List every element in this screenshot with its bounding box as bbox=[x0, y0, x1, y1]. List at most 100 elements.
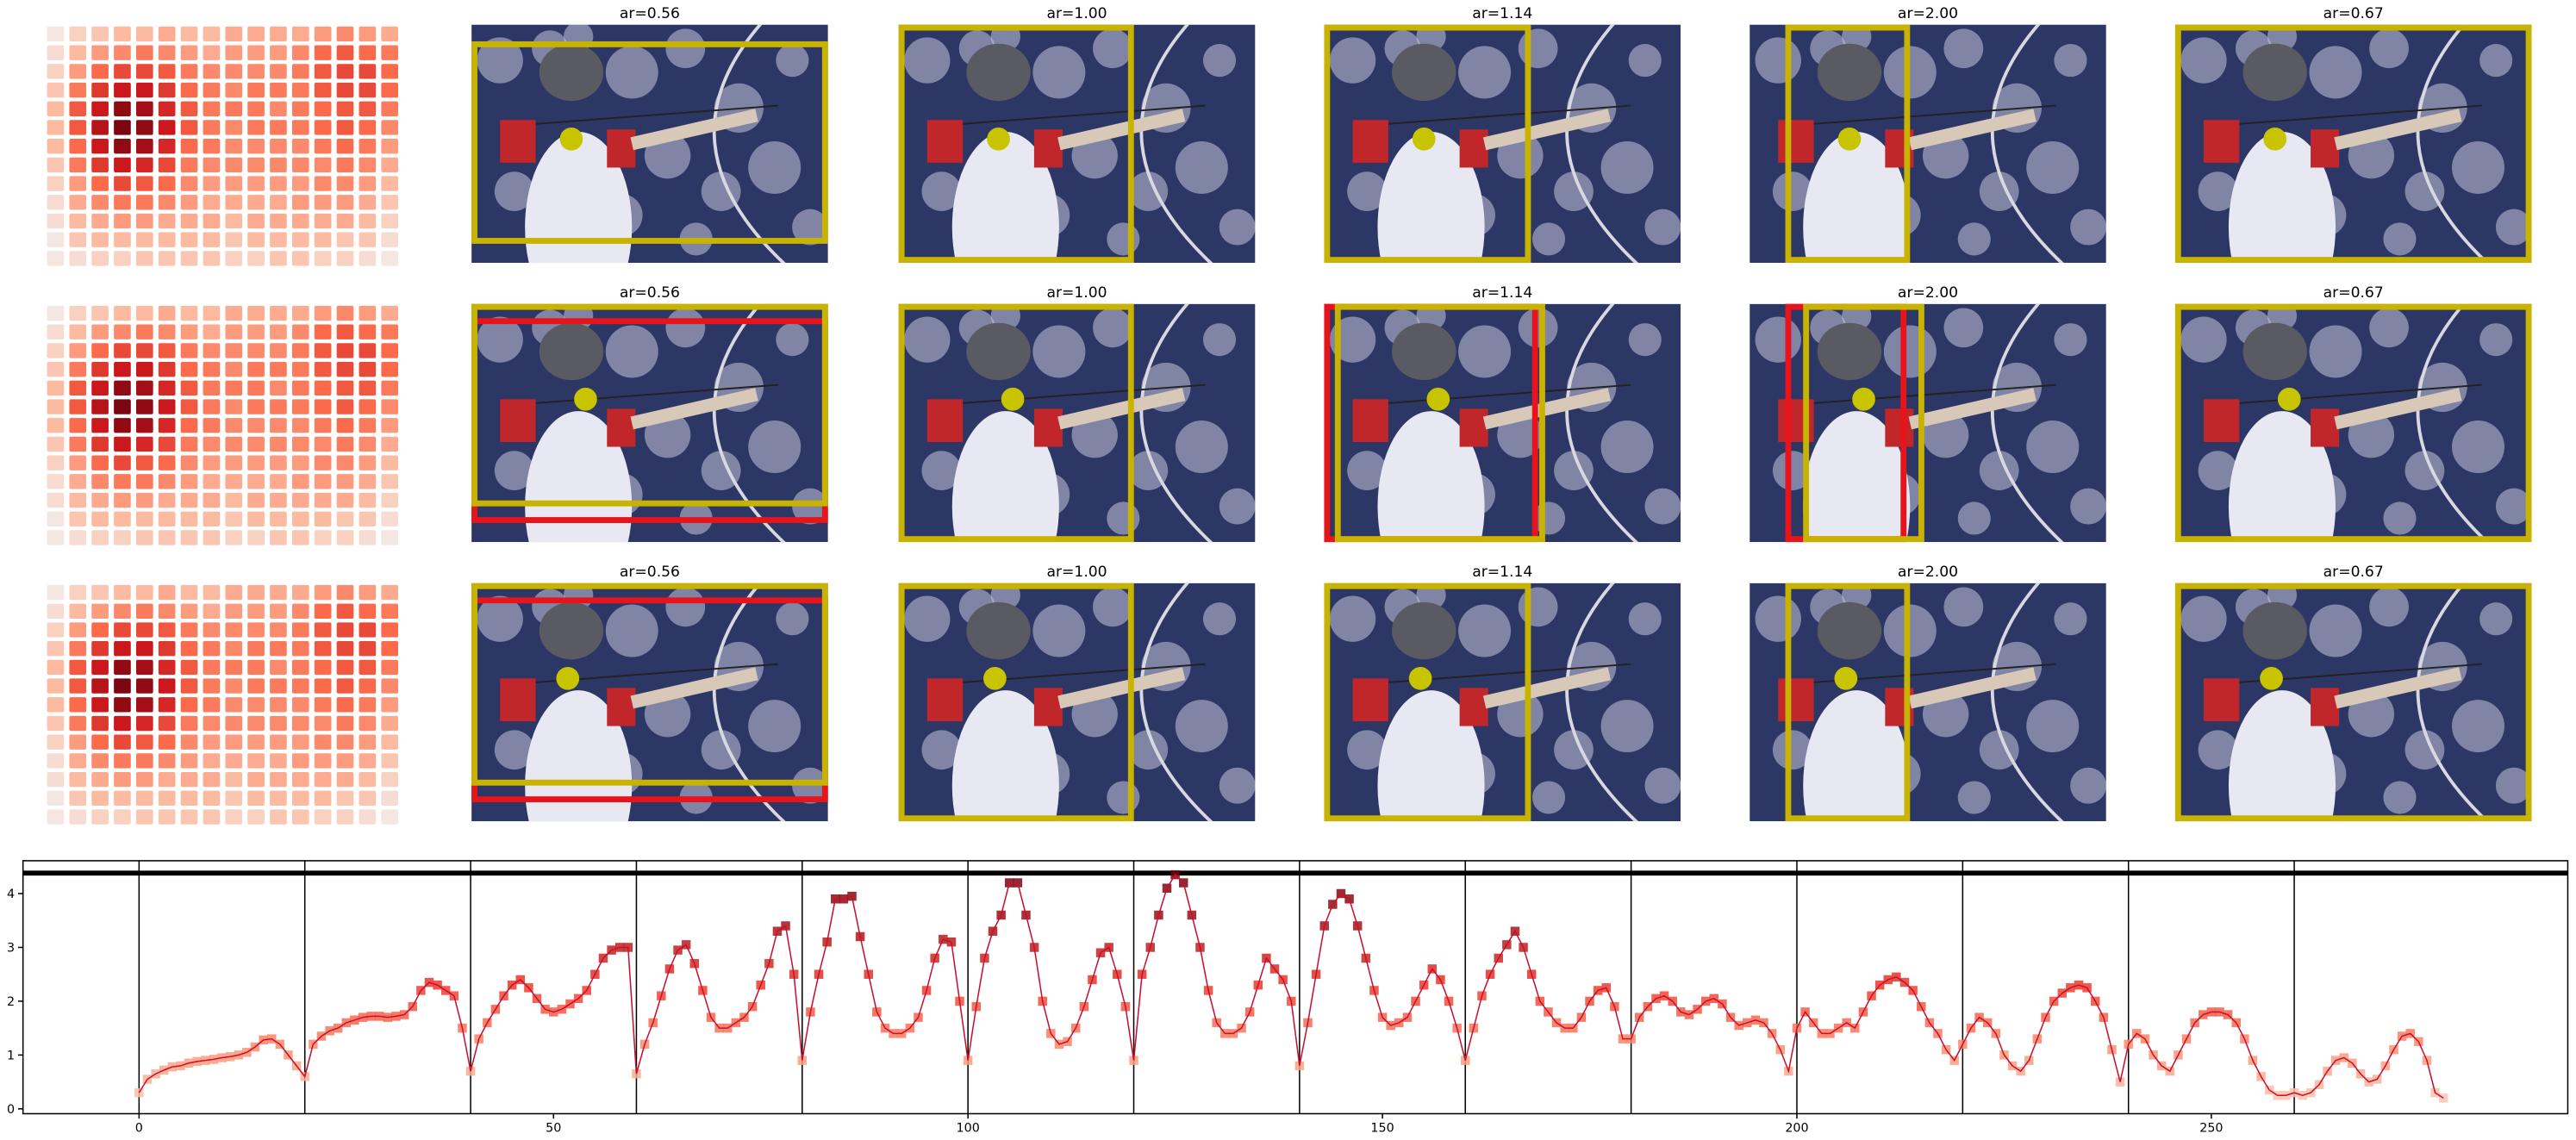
torso bbox=[2228, 132, 2336, 264]
bokeh bbox=[1600, 420, 1654, 474]
heatmap-cell bbox=[135, 790, 153, 807]
heatmap-cell bbox=[180, 734, 198, 750]
heatmap-cell bbox=[135, 436, 153, 452]
heatmap-cell bbox=[291, 251, 309, 266]
torso bbox=[1803, 132, 1911, 264]
arrow bbox=[1803, 383, 2056, 405]
bokeh bbox=[665, 308, 706, 348]
helmet bbox=[539, 43, 604, 102]
arm bbox=[1459, 688, 1488, 726]
heatmap-cell bbox=[336, 361, 354, 377]
heatmap-cell bbox=[47, 418, 65, 433]
heatmap-cell bbox=[225, 455, 243, 470]
heatmap-cell bbox=[114, 139, 131, 154]
heatmap-cell bbox=[270, 213, 287, 229]
heatmap-cell bbox=[247, 232, 265, 247]
heatmap-cell bbox=[359, 418, 377, 433]
heatmap-cell bbox=[69, 734, 87, 750]
heatmap-cell bbox=[69, 809, 87, 825]
arm bbox=[500, 678, 536, 722]
heatmap-cell bbox=[135, 324, 153, 340]
focus-point bbox=[2260, 666, 2283, 690]
bokeh bbox=[1032, 325, 1086, 378]
focus-point bbox=[1834, 666, 1858, 690]
bokeh bbox=[1175, 420, 1228, 474]
arm bbox=[1885, 408, 1914, 447]
heatmap-cell bbox=[270, 380, 287, 396]
arm-ext bbox=[1057, 667, 1186, 709]
bokeh bbox=[1347, 730, 1387, 770]
heatmap-cell bbox=[336, 45, 354, 60]
heatmap-cell bbox=[203, 213, 221, 229]
heatmap-cell bbox=[180, 436, 198, 452]
x-tick-label: 250 bbox=[2199, 1121, 2223, 1135]
bokeh bbox=[1943, 308, 1984, 348]
bokeh bbox=[1979, 171, 2019, 211]
bokeh bbox=[1458, 46, 1512, 99]
bokeh bbox=[1644, 488, 1681, 525]
heatmap-cell bbox=[158, 678, 176, 694]
bokeh bbox=[1093, 308, 1132, 348]
heatmap-cell bbox=[270, 232, 287, 247]
heatmap-cell bbox=[247, 399, 265, 414]
heatmap-cell bbox=[114, 678, 131, 694]
heatmap-cell bbox=[270, 436, 287, 452]
y-tick-label: 2 bbox=[7, 995, 15, 1009]
heatmap-cell bbox=[247, 26, 265, 42]
heatmap-cell bbox=[314, 343, 332, 358]
arrow bbox=[951, 104, 1206, 126]
bokeh bbox=[1107, 781, 1140, 814]
heatmap-cell bbox=[203, 26, 221, 42]
heatmap-cell bbox=[203, 157, 221, 173]
heatmap-cell bbox=[47, 195, 65, 210]
heatmap-cell bbox=[69, 455, 87, 470]
focus-point bbox=[559, 127, 583, 151]
heatmap-cell bbox=[203, 659, 221, 676]
bokeh bbox=[1093, 28, 1132, 69]
heatmap-cell bbox=[203, 809, 221, 825]
bokeh bbox=[1600, 140, 1654, 194]
heatmap-cell bbox=[47, 157, 65, 173]
heatmap-cell bbox=[114, 659, 131, 676]
bokeh bbox=[2180, 595, 2227, 642]
heatmap-cell bbox=[91, 120, 109, 135]
heatmap-cell bbox=[91, 603, 109, 619]
heatmap-cell bbox=[314, 734, 332, 750]
heatmap-cell bbox=[291, 809, 309, 825]
heatmap-cell bbox=[91, 82, 109, 98]
panel-title: ar=1.00 bbox=[1047, 284, 1107, 302]
heatmap-cell bbox=[270, 195, 287, 210]
heatmap-cell bbox=[180, 324, 198, 340]
heatmap-cell bbox=[180, 380, 198, 396]
crop-box bbox=[1334, 303, 1545, 543]
arrow bbox=[2228, 383, 2482, 405]
heatmap-cell bbox=[381, 734, 399, 750]
heatmap-cell bbox=[69, 305, 87, 321]
heatmap-cell bbox=[381, 251, 399, 266]
heatmap-cell bbox=[180, 101, 198, 116]
heatmap-cell bbox=[114, 530, 131, 545]
heatmap-cell bbox=[336, 213, 354, 229]
heatmap-cell bbox=[180, 753, 198, 769]
crop-box bbox=[2174, 582, 2532, 822]
crop-box bbox=[898, 24, 1134, 264]
heatmap-cell bbox=[114, 474, 131, 489]
heatmap-cell bbox=[381, 511, 399, 526]
bokeh bbox=[904, 316, 951, 363]
heatmap-cell bbox=[180, 157, 198, 173]
bokeh bbox=[1644, 209, 1681, 246]
heatmap-cell bbox=[359, 622, 377, 638]
bokeh bbox=[494, 451, 534, 491]
bokeh bbox=[2026, 700, 2080, 753]
bokeh bbox=[792, 767, 828, 804]
heatmap-cell bbox=[69, 176, 87, 191]
heatmap-cell bbox=[158, 511, 176, 526]
bokeh bbox=[1772, 171, 1812, 211]
heatmap-cell bbox=[203, 343, 221, 358]
heatmap-cell bbox=[291, 511, 309, 526]
heatmap-cell bbox=[180, 492, 198, 508]
heatmap-cell bbox=[47, 809, 65, 825]
bow bbox=[1565, 582, 1639, 822]
heatmap-cell bbox=[158, 771, 176, 788]
bokeh bbox=[1531, 781, 1566, 814]
